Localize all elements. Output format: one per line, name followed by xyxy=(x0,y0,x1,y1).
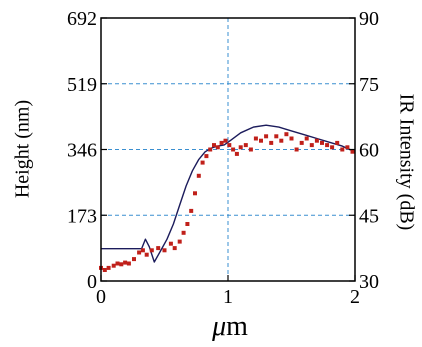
ir-point xyxy=(162,248,167,253)
ir-point xyxy=(345,145,350,150)
ir-point xyxy=(274,134,279,139)
y-axis-right-title: IR Intensity (dB) xyxy=(395,94,417,231)
x-axis-title-symbol: μ xyxy=(211,311,226,342)
y-axis-left-title: Height (nm) xyxy=(12,100,34,198)
ir-point xyxy=(231,147,236,152)
ir-point xyxy=(320,140,324,145)
ir-point xyxy=(126,261,131,266)
ir-point xyxy=(335,140,340,145)
ir-point xyxy=(119,262,124,267)
ir-point xyxy=(325,143,330,148)
ir-point xyxy=(137,250,142,255)
ir-point xyxy=(115,261,120,266)
ir-point xyxy=(279,138,284,143)
ir-point xyxy=(238,145,243,150)
ir-point xyxy=(185,222,190,226)
y-right-tick-label: 45 xyxy=(359,205,379,227)
ir-point xyxy=(189,208,194,213)
ir-point xyxy=(350,149,355,154)
ir-point xyxy=(111,263,116,268)
y-left-tick-label: 346 xyxy=(67,140,97,162)
ir-point xyxy=(309,143,314,148)
ir-point xyxy=(294,147,299,152)
ir-point xyxy=(248,147,253,152)
ir-point xyxy=(314,138,319,143)
ir-point xyxy=(259,138,263,143)
ir-point xyxy=(102,268,107,272)
grid-lines xyxy=(101,18,355,281)
ir-point xyxy=(168,241,173,246)
ir-point xyxy=(243,143,248,148)
scatter-series xyxy=(99,132,355,272)
ir-point xyxy=(140,248,145,253)
x-tick-label: 2 xyxy=(350,286,360,308)
ir-point xyxy=(181,230,186,235)
ir-point xyxy=(123,260,128,265)
ir-point xyxy=(219,140,224,145)
y-right-tick-label: 90 xyxy=(359,8,379,30)
ir-point xyxy=(299,140,304,145)
ir-point xyxy=(264,134,269,139)
ir-point xyxy=(208,147,213,152)
ir-point xyxy=(193,191,197,196)
x-tick-label: 0 xyxy=(96,286,106,308)
ir-point xyxy=(253,136,258,141)
y-left-tick-label: 519 xyxy=(67,74,97,96)
ir-point xyxy=(269,140,274,145)
ir-point xyxy=(284,132,289,137)
ir-point xyxy=(330,145,335,150)
ir-point xyxy=(149,248,154,253)
ir-point xyxy=(212,143,216,148)
ir-point xyxy=(204,154,209,159)
ir-point xyxy=(200,160,205,165)
ir-point xyxy=(304,136,309,141)
x-axis-title-unit: m xyxy=(226,311,248,342)
x-axis-title: μm xyxy=(211,311,248,342)
ir-point xyxy=(144,252,149,257)
ir-point xyxy=(289,136,294,141)
ir-point xyxy=(106,265,111,270)
ir-point xyxy=(215,145,220,150)
ir-point xyxy=(172,246,177,251)
x-tick-label: 1 xyxy=(223,286,233,308)
y-right-tick-label: 75 xyxy=(359,74,379,96)
y-left-tick-label: 0 xyxy=(87,271,97,293)
ir-point xyxy=(132,257,136,262)
y-right-tick-label: 60 xyxy=(359,140,379,162)
ir-point xyxy=(196,173,201,178)
ir-point xyxy=(223,138,228,143)
tick-marks xyxy=(100,17,356,282)
ir-point xyxy=(227,143,232,148)
ir-point xyxy=(156,246,161,251)
y-left-tick-label: 173 xyxy=(67,205,97,227)
ir-point xyxy=(234,151,239,156)
y-left-tick-label: 692 xyxy=(67,8,97,30)
y-right-tick-label: 30 xyxy=(359,271,379,293)
tick-labels: 0 1 2 0 173 346 519 692 30 45 60 75 90 xyxy=(67,8,379,308)
ir-point xyxy=(340,147,345,152)
ir-point xyxy=(177,239,182,244)
